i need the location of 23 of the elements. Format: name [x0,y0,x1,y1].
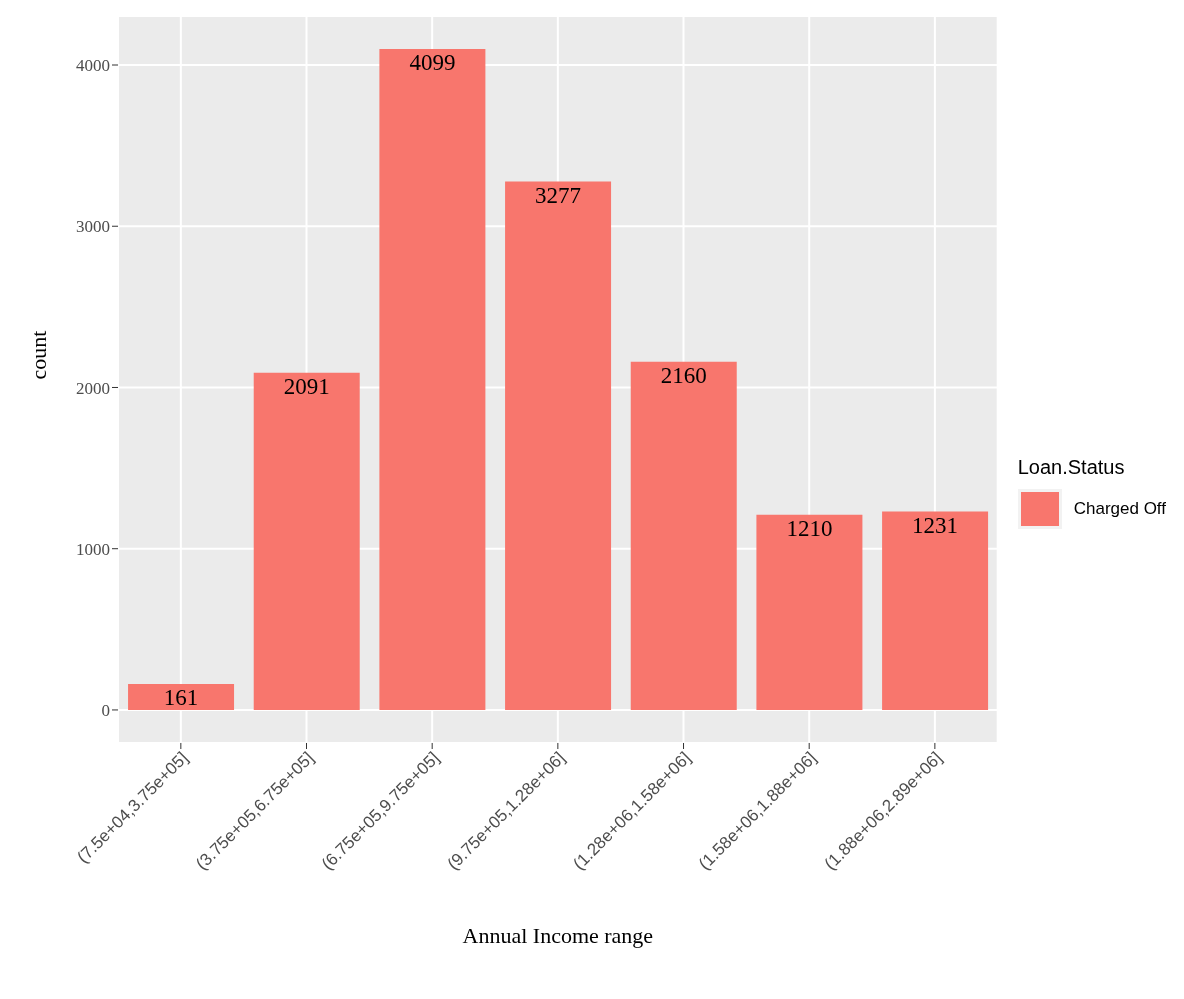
y-tick-label: 3000 [76,217,110,237]
bar [756,514,863,710]
bar [128,683,235,710]
y-tick-label: 4000 [76,56,110,76]
x-axis-title: Annual Income range [462,923,654,948]
data-label: 2160 [660,363,707,389]
data-label: 1231 [912,512,959,538]
y-tick-label: 1000 [76,539,110,559]
data-label: 161 [163,685,199,711]
bar [505,181,612,710]
legend-title: Loan.Status [1017,456,1126,479]
legend-label: Charged Off [1073,499,1166,519]
data-label: 1210 [786,516,833,542]
y-tick-label: 2000 [76,378,110,398]
bar [253,372,360,710]
bar [630,361,737,710]
data-label: 2091 [283,374,330,400]
bar [379,49,486,710]
y-axis-title: count [25,330,51,380]
bar [882,511,989,710]
data-label: 4099 [409,50,456,76]
data-label: 3277 [535,182,582,208]
y-tick-label: 0 [101,700,110,720]
